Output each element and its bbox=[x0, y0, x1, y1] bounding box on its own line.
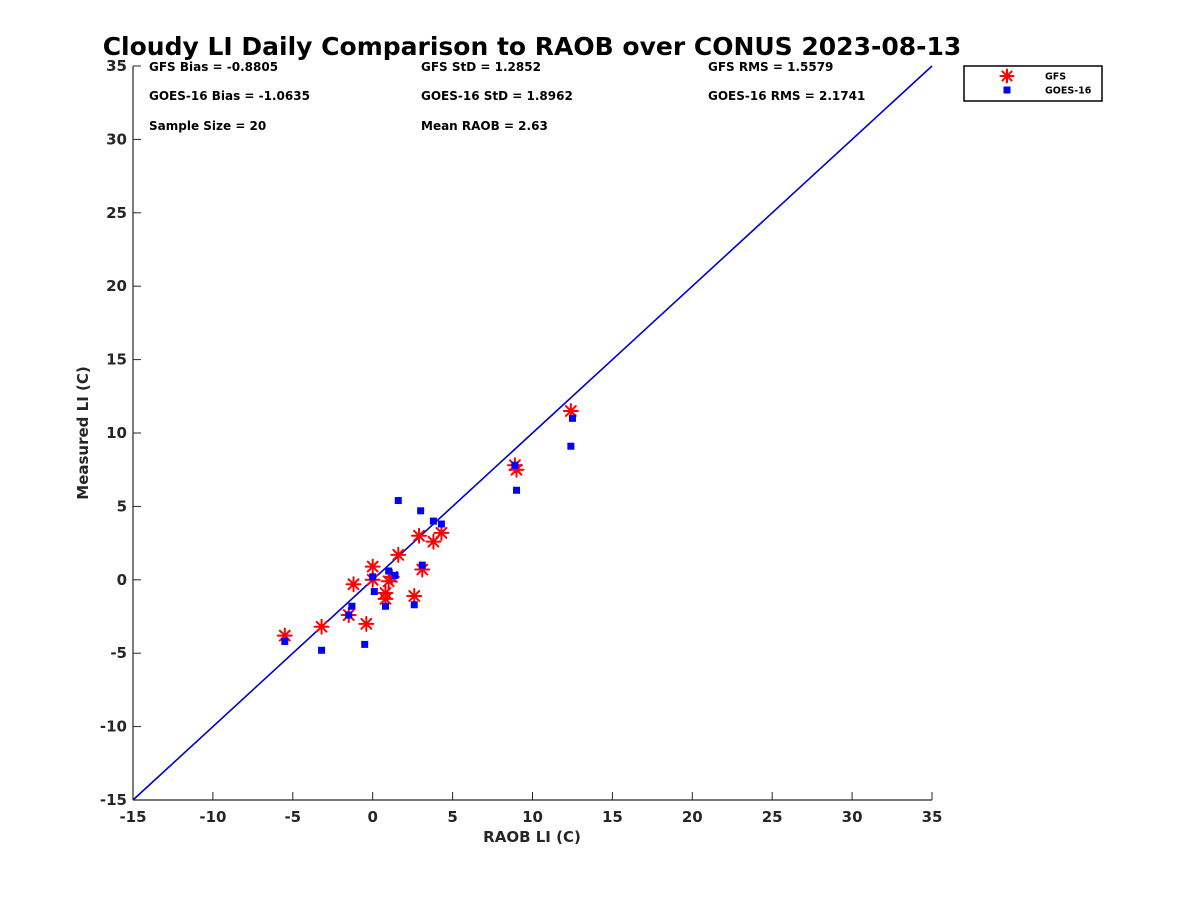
goes-16-point bbox=[391, 571, 399, 579]
stat-text: GOES-16 Bias = -1.0635 bbox=[149, 89, 310, 103]
goes-16-point bbox=[381, 602, 389, 610]
x-tick-label: 35 bbox=[922, 808, 943, 826]
gfs-point bbox=[313, 618, 330, 635]
gfs-point bbox=[345, 576, 362, 593]
goes-16-point bbox=[513, 486, 521, 494]
stat-text: GFS RMS = 1.5579 bbox=[708, 60, 833, 74]
goes-16-point bbox=[370, 588, 378, 596]
goes-16-point bbox=[568, 414, 576, 422]
x-tick-label: 25 bbox=[762, 808, 783, 826]
one-to-one-line bbox=[132, 65, 933, 801]
legend-label: GFS bbox=[1045, 72, 1066, 83]
goes-16-point bbox=[511, 461, 519, 469]
legend-box bbox=[963, 65, 1103, 102]
x-tick-label: 0 bbox=[367, 808, 377, 826]
gfs-point bbox=[411, 527, 428, 544]
goes-16-point bbox=[417, 507, 425, 515]
gfs-point bbox=[562, 402, 579, 419]
goes-16-point bbox=[385, 567, 393, 575]
gfs-point bbox=[433, 524, 450, 541]
data-points bbox=[276, 402, 579, 654]
stats-annotations: GFS Bias = -0.8805 GFS StD = 1.2852 GFS RM… bbox=[149, 60, 865, 133]
stat-text: Mean RAOB = 2.63 bbox=[421, 119, 548, 133]
series-gfs bbox=[276, 402, 579, 644]
stat-text: Sample Size = 20 bbox=[149, 119, 266, 133]
x-tick-label: -10 bbox=[199, 808, 226, 826]
legend: GFS GOES-16 bbox=[963, 65, 1103, 102]
stat-text: GOES-16 RMS = 2.1741 bbox=[708, 89, 865, 103]
y-tick-label: 15 bbox=[106, 351, 127, 369]
legend-goes-16-marker bbox=[1003, 86, 1011, 94]
legend-gfs-marker bbox=[999, 68, 1015, 84]
y-tick-label: 0 bbox=[117, 571, 127, 589]
chart-title: Cloudy LI Daily Comparison to RAOB over … bbox=[103, 32, 962, 61]
goes-16-point bbox=[567, 442, 575, 450]
x-axis-label: RAOB LI (C) bbox=[483, 828, 581, 846]
y-tick-label: 10 bbox=[106, 424, 127, 442]
x-tick-label: 20 bbox=[682, 808, 703, 826]
goes-16-point bbox=[361, 640, 369, 648]
reference-line-layer bbox=[132, 65, 933, 801]
y-tick-label: 35 bbox=[106, 57, 127, 75]
goes-16-point bbox=[318, 646, 326, 654]
goes-16-point bbox=[437, 520, 445, 528]
y-tick-label: 30 bbox=[106, 130, 127, 148]
x-tick-label: 5 bbox=[447, 808, 457, 826]
gfs-point bbox=[364, 558, 381, 575]
gfs-point bbox=[377, 585, 394, 602]
y-tick-label: -15 bbox=[100, 791, 127, 809]
y-tick-label: -10 bbox=[100, 718, 127, 736]
goes-16-point bbox=[410, 601, 418, 609]
goes-16-point bbox=[429, 517, 437, 525]
goes-16-point bbox=[394, 497, 402, 505]
gfs-point bbox=[358, 615, 375, 632]
stat-text: GOES-16 StD = 1.8962 bbox=[421, 89, 573, 103]
y-tick-label: -5 bbox=[110, 644, 127, 662]
axes: -15 -10 -5 0 5 10 15 20 25 30 35 -15 -10 -5 0 5 10 15 20 25… bbox=[100, 57, 943, 826]
goes-16-point bbox=[369, 573, 377, 581]
goes-16-point bbox=[418, 561, 426, 569]
x-tick-label: 10 bbox=[522, 808, 543, 826]
y-tick-label: 5 bbox=[117, 497, 127, 515]
series-goes-16 bbox=[281, 414, 576, 654]
goes-16-point bbox=[345, 611, 353, 619]
legend-label: GOES-16 bbox=[1045, 86, 1092, 97]
y-tick-label: 20 bbox=[106, 277, 127, 295]
x-tick-label: -5 bbox=[284, 808, 301, 826]
x-tick-label: 15 bbox=[602, 808, 623, 826]
x-tick-label: -15 bbox=[119, 808, 146, 826]
gfs-point bbox=[406, 587, 423, 604]
x-tick-label: 30 bbox=[842, 808, 863, 826]
y-axis-label: Measured LI (C) bbox=[74, 366, 92, 499]
goes-16-point bbox=[281, 637, 289, 645]
goes-16-point bbox=[348, 602, 356, 610]
y-tick-label: 25 bbox=[106, 204, 127, 222]
stat-text: GFS Bias = -0.8805 bbox=[149, 60, 278, 74]
gfs-point bbox=[390, 546, 407, 563]
stat-text: GFS StD = 1.2852 bbox=[421, 60, 541, 74]
